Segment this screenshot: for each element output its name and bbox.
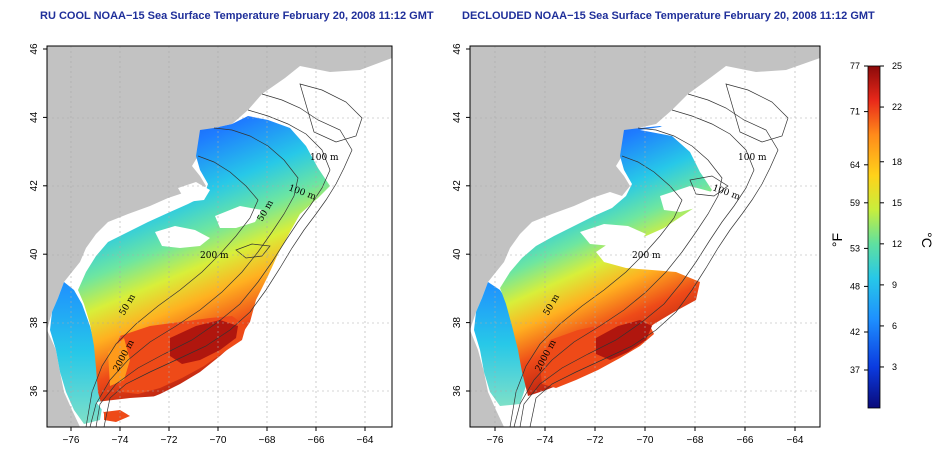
warm-core (170, 320, 238, 364)
x-tick-label: −64 (787, 435, 804, 446)
cloud-patch (178, 182, 210, 202)
fahrenheit-tick-label: 64 (850, 160, 860, 170)
right-map-title: DECLOUDED NOAA−15 Sea Surface Temperatur… (462, 10, 875, 22)
bathymetry-contours (509, 83, 789, 427)
sst-field (50, 282, 104, 424)
celsius-tick-label: 18 (892, 157, 902, 167)
celsius-tick-label: 6 (892, 321, 897, 331)
x-tick-label: −68 (687, 435, 704, 446)
cloud-patch (96, 392, 240, 420)
cloud-patch (640, 124, 740, 186)
cloud-patch (580, 224, 646, 246)
y-tick-label: 42 (452, 180, 463, 192)
left-map-panel: 100 m 100 m 50 m 200 m 50 m 2000 m −76 −7… (29, 43, 393, 446)
sst-field (474, 282, 528, 406)
celsius-tick-label: 12 (892, 239, 902, 249)
celsius-tick-label: 22 (892, 102, 902, 112)
celsius-tick-label: 25 (892, 61, 902, 71)
axis-ticks: −76 −74 −72 −70 −68 −66 −64 36 38 40 42 44 46 (29, 43, 374, 446)
grid-lines (470, 46, 820, 427)
land-area (47, 330, 80, 427)
fahrenheit-tick-label: 48 (850, 281, 860, 291)
map-frame (46, 45, 393, 428)
temperature-colorbar: 25 22 18 15 12 9 6 3 77 71 64 59 53 48 42 37 °F °C (829, 61, 935, 409)
land-area (300, 46, 392, 66)
warm-core (104, 410, 130, 422)
warm-core (596, 320, 652, 360)
x-tick-label: −64 (357, 435, 374, 446)
y-tick-label: 46 (452, 43, 463, 55)
land-area (47, 46, 392, 330)
cloud-patch (660, 186, 712, 212)
contour-label: 200 m (632, 251, 661, 261)
axis-ticks: −76 −74 −72 −70 −68 −66 −64 36 38 40 42 44 46 (452, 43, 804, 446)
land-area (470, 330, 504, 427)
land-area (470, 46, 820, 330)
contour-label: 100 m (738, 153, 767, 163)
celsius-tick-label: 3 (892, 362, 897, 372)
y-tick-label: 44 (29, 111, 40, 123)
warm-core (108, 338, 130, 386)
celsius-tick-label: 9 (892, 280, 897, 290)
sst-field (500, 126, 712, 396)
x-tick-label: −76 (63, 435, 80, 446)
contour-label: 100 m (310, 153, 339, 163)
right-map-panel: 100 m 100 m 200 m 50 m 2000 m −76 −74 −72−… (452, 43, 821, 446)
y-tick-label: 38 (452, 317, 463, 329)
grid-lines (47, 46, 392, 427)
x-tick-label: −72 (161, 435, 178, 446)
x-tick-label: −76 (487, 435, 504, 446)
x-tick-label: −68 (259, 435, 276, 446)
left-map-title: RU COOL NOAA−15 Sea Surface Temperature … (40, 10, 434, 22)
fahrenheit-tick-label: 53 (850, 243, 860, 253)
fahrenheit-unit-label: °F (829, 233, 845, 247)
cloud-patch (215, 206, 262, 228)
y-tick-label: 40 (29, 248, 40, 260)
bathymetry-contours (85, 83, 363, 427)
fahrenheit-tick-label: 59 (850, 198, 860, 208)
y-tick-label: 42 (29, 180, 40, 192)
y-tick-label: 38 (29, 317, 40, 329)
celsius-tick-label: 15 (892, 198, 902, 208)
x-tick-label: −70 (637, 435, 654, 446)
colorbar-ticks: 25 22 18 15 12 9 6 3 77 71 64 59 53 48 42 37 (850, 61, 902, 375)
x-tick-label: −66 (308, 435, 325, 446)
x-tick-label: −74 (537, 435, 554, 446)
fahrenheit-tick-label: 77 (850, 61, 860, 71)
celsius-unit-label: °C (919, 232, 935, 248)
fahrenheit-tick-label: 37 (850, 365, 860, 375)
y-tick-label: 46 (29, 43, 40, 55)
y-tick-label: 36 (452, 385, 463, 397)
colorbar-gradient (867, 65, 881, 409)
fahrenheit-tick-label: 42 (850, 327, 860, 337)
x-tick-label: −72 (587, 435, 604, 446)
y-tick-label: 40 (452, 248, 463, 260)
x-tick-label: −66 (737, 435, 754, 446)
x-tick-label: −74 (112, 435, 129, 446)
y-tick-label: 44 (452, 111, 463, 123)
contour-label: 200 m (200, 251, 229, 261)
fahrenheit-tick-label: 71 (850, 107, 860, 117)
y-tick-label: 36 (29, 385, 40, 397)
x-tick-label: −70 (210, 435, 227, 446)
